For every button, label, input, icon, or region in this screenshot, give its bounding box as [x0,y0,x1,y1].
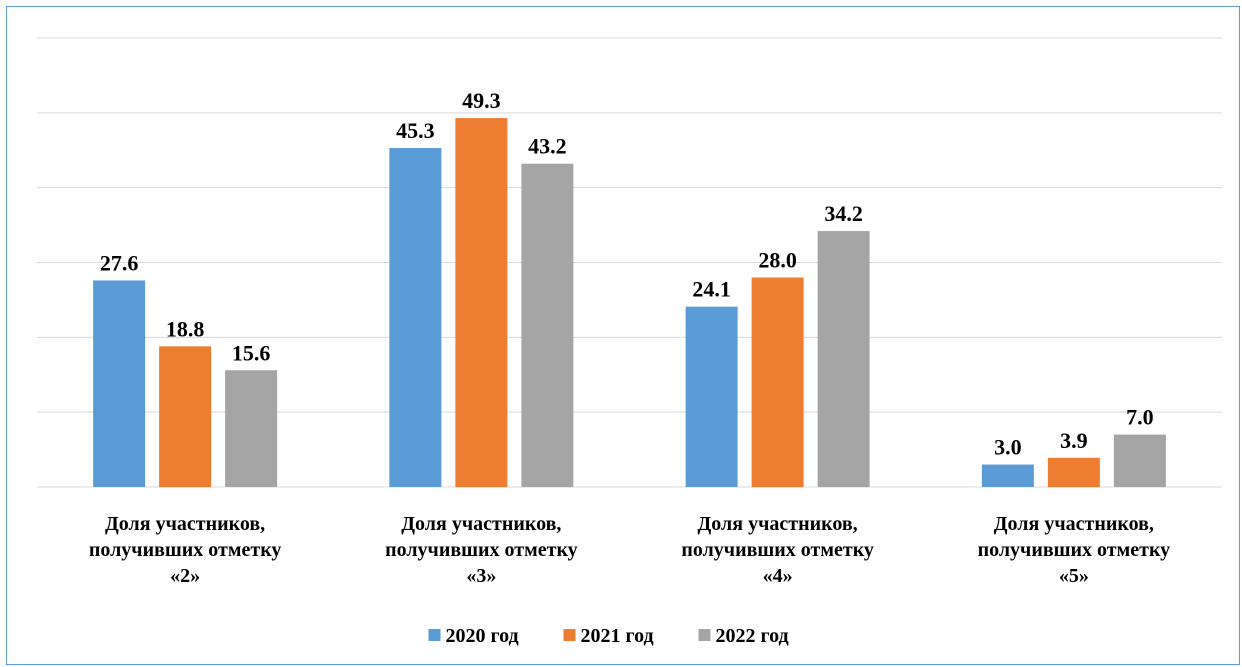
category-label: Доля участников, получивших отметку «2» [89,513,282,587]
legend-swatch [698,629,711,641]
legend-item: 2020 год [428,625,519,647]
legend-swatch [428,629,441,641]
category-label: Доля участников, получивших отметку «3» [385,513,578,587]
value-label: 24.1 [692,277,731,302]
value-label: 49.3 [462,88,501,113]
value-label: 7.0 [1126,405,1154,430]
chart-frame [6,6,1240,665]
value-label: 45.3 [396,118,435,143]
category-labels: Доля участников, получивших отметку «2» Дол… [89,513,1170,587]
legend-label: 2022 год [716,625,789,647]
bar [981,464,1034,487]
value-label: 15.6 [232,340,271,365]
value-label: 3.0 [994,435,1022,460]
value-label: 28.0 [758,247,797,272]
bar [817,231,870,487]
bar [751,277,804,487]
category-label: Доля участников, получивших отметку «5» [978,513,1171,587]
legend-label: 2020 год [446,625,519,647]
bar [521,163,574,487]
legend-label: 2021 год [581,625,654,647]
value-labels: 27.6 18.8 15.6 45.3 49.3 43.2 24.1 28.0 34.2 3.0 3… [100,88,1154,459]
bars [93,118,1166,488]
value-label: 3.9 [1060,428,1088,453]
value-label: 18.8 [166,316,205,341]
value-label: 34.2 [824,201,863,226]
bar [1113,434,1166,487]
value-label: 43.2 [528,134,567,159]
bar [159,346,212,487]
bar [93,280,146,487]
legend-swatch [563,629,576,641]
bar [389,148,442,487]
bar [225,370,278,487]
legend: 2020 год 2021 год 2022 год [428,625,789,647]
gridlines [37,37,1222,488]
legend-item: 2021 год [563,625,654,647]
bar [455,118,508,488]
category-label: Доля участников, получивших отметку «4» [681,513,874,587]
legend-item: 2022 год [698,625,789,647]
bar [1047,457,1100,487]
bar [685,306,738,487]
value-label: 27.6 [100,250,139,275]
